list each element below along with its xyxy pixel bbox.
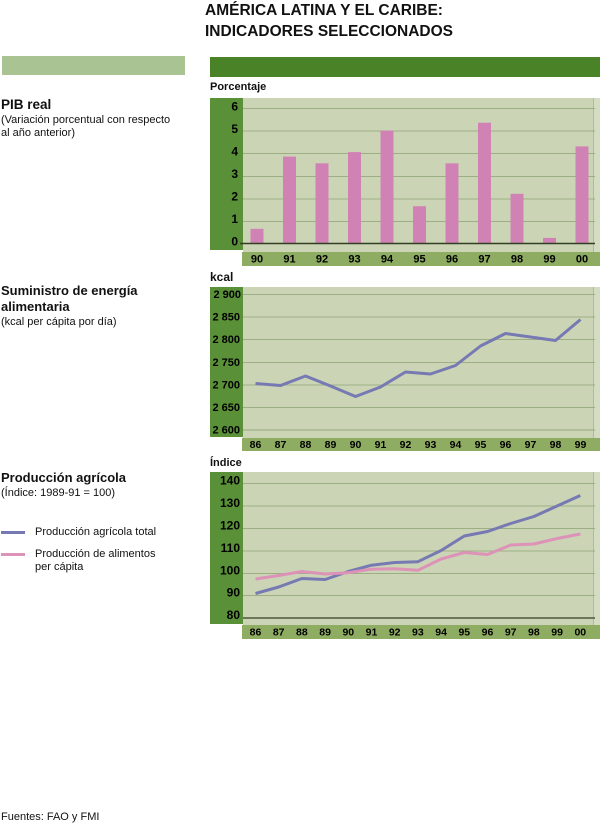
svg-text:130: 130 — [220, 496, 240, 510]
svg-text:2 700: 2 700 — [212, 380, 240, 392]
svg-text:97: 97 — [525, 439, 537, 451]
svg-text:99: 99 — [575, 439, 587, 451]
svg-text:89: 89 — [319, 627, 331, 639]
svg-text:92: 92 — [316, 254, 328, 266]
svg-text:2: 2 — [231, 190, 238, 204]
svg-text:93: 93 — [348, 254, 360, 266]
svg-text:90: 90 — [251, 254, 263, 266]
svg-text:96: 96 — [500, 439, 512, 451]
svg-text:91: 91 — [375, 439, 387, 451]
svg-text:95: 95 — [475, 439, 487, 451]
svg-text:93: 93 — [425, 439, 437, 451]
svg-text:91: 91 — [366, 627, 378, 639]
svg-text:120: 120 — [220, 519, 240, 533]
svg-text:2 750: 2 750 — [212, 357, 240, 369]
svg-text:94: 94 — [381, 254, 394, 266]
svg-text:99: 99 — [551, 627, 563, 639]
svg-text:00: 00 — [574, 627, 586, 639]
svg-text:90: 90 — [350, 439, 362, 451]
svg-text:95: 95 — [458, 627, 470, 639]
svg-text:80: 80 — [227, 608, 241, 622]
svg-text:92: 92 — [400, 439, 412, 451]
svg-text:2 600: 2 600 — [212, 425, 240, 437]
svg-text:90: 90 — [342, 627, 354, 639]
svg-text:2 650: 2 650 — [212, 402, 240, 414]
svg-text:90: 90 — [227, 586, 241, 600]
svg-text:2 900: 2 900 — [213, 289, 241, 301]
svg-text:88: 88 — [296, 627, 308, 639]
svg-text:3: 3 — [231, 167, 238, 181]
svg-text:97: 97 — [505, 627, 517, 639]
svg-text:89: 89 — [325, 439, 337, 451]
svg-text:88: 88 — [300, 439, 312, 451]
svg-text:100: 100 — [220, 564, 240, 578]
svg-text:4: 4 — [231, 145, 238, 159]
svg-text:93: 93 — [412, 627, 424, 639]
svg-text:00: 00 — [576, 254, 588, 266]
svg-text:87: 87 — [275, 439, 287, 451]
svg-text:97: 97 — [478, 254, 490, 266]
svg-text:96: 96 — [482, 627, 494, 639]
svg-text:140: 140 — [220, 474, 240, 488]
svg-text:94: 94 — [450, 439, 462, 451]
svg-text:94: 94 — [435, 627, 447, 639]
svg-text:2 850: 2 850 — [212, 312, 240, 324]
svg-text:98: 98 — [511, 254, 523, 266]
svg-text:92: 92 — [389, 627, 401, 639]
svg-text:98: 98 — [550, 439, 562, 451]
svg-text:5: 5 — [231, 122, 238, 136]
svg-text:96: 96 — [446, 254, 458, 266]
svg-text:110: 110 — [221, 541, 241, 555]
svg-text:86: 86 — [250, 627, 262, 639]
svg-text:2 800: 2 800 — [212, 334, 240, 346]
svg-text:91: 91 — [283, 254, 295, 266]
svg-text:99: 99 — [543, 254, 555, 266]
svg-text:98: 98 — [528, 627, 540, 639]
svg-text:95: 95 — [413, 254, 425, 266]
svg-text:87: 87 — [273, 627, 285, 639]
svg-text:86: 86 — [250, 439, 262, 451]
svg-text:6: 6 — [231, 100, 238, 114]
svg-text:0: 0 — [231, 235, 238, 249]
svg-text:1: 1 — [231, 212, 238, 226]
